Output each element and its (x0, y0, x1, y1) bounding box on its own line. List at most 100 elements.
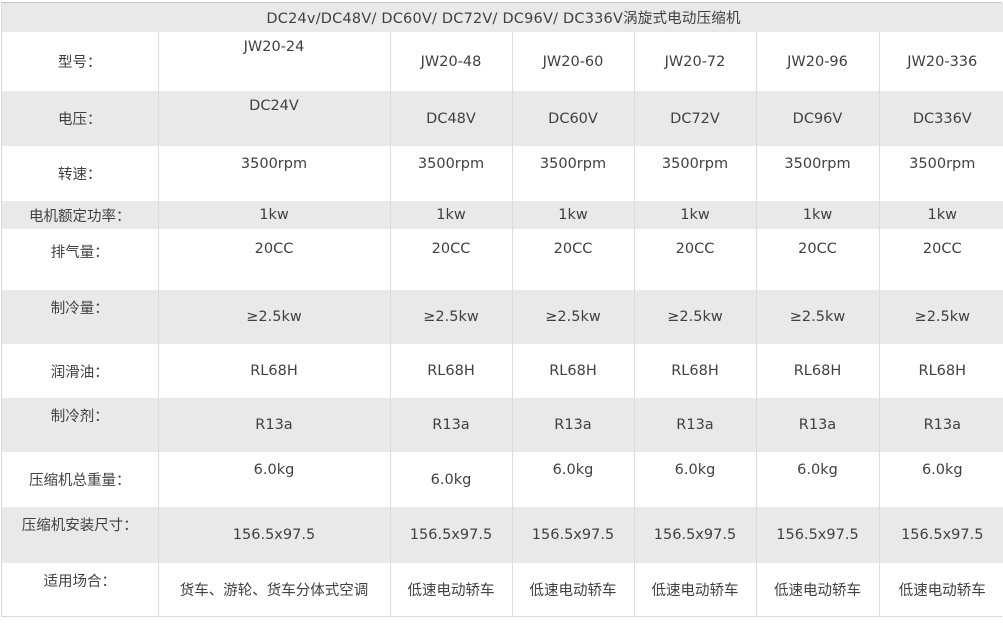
cell-text: RL68H (250, 363, 298, 379)
row-label: 制冷量： (2, 290, 159, 344)
spec-cell: 156.5x97.5 (756, 507, 880, 563)
table-header-row: DC24v/DC48V/ DC60V/ DC72V/ DC96V/ DC336V… (2, 3, 1003, 32)
row-label: 压缩机总重量： (2, 452, 159, 507)
row-label: 电压： (2, 91, 159, 146)
cell-text: DC24V (249, 98, 299, 114)
cell-text: R13a (554, 417, 592, 433)
cell-text: 20CC (254, 241, 294, 257)
spec-cell: 1kw (390, 201, 513, 229)
cell-text: 1kw (802, 207, 833, 223)
spec-cell: ≥2.5kw (158, 290, 391, 344)
spec-cell: R13a (879, 398, 1003, 452)
cell-text: ≥2.5kw (914, 309, 971, 325)
cell-text: 低速电动轿车 (529, 583, 617, 599)
cell-text: 低速电动轿车 (407, 583, 495, 599)
cell-text: 货车、游轮、货车分体式空调 (179, 583, 369, 599)
spec-cell: DC60V (512, 91, 635, 146)
cell-text: 20CC (553, 241, 593, 257)
cell-text: 低速电动轿车 (774, 583, 861, 599)
cell-text: 6.0kg (674, 461, 716, 478)
cell-text: 1kw (680, 207, 710, 223)
cell-text: 6.0kg (797, 461, 838, 478)
spec-cell: 156.5x97.5 (390, 507, 513, 563)
spec-cell: 6.0kg (879, 452, 1003, 507)
spec-cell: R13a (756, 398, 880, 452)
spec-cell: 6.0kg (756, 452, 880, 507)
spec-cell: 3500rpm (158, 146, 391, 201)
spec-cell: 低速电动轿车 (390, 563, 513, 616)
row-label-text: 电压： (58, 112, 102, 128)
spec-cell: RL68H (879, 344, 1003, 398)
spec-row: 电压： DC24V DC48V DC60V DC72V DC96V DC336V (2, 91, 1003, 146)
cell-text: 20CC (431, 241, 471, 257)
spec-cell: JW20-336 (879, 32, 1003, 91)
cell-text: 156.5x97.5 (409, 527, 493, 543)
cell-text: DC336V (912, 110, 972, 127)
spec-cell: 低速电动轿车 (756, 563, 880, 616)
cell-text: 6.0kg (253, 461, 295, 478)
spec-row: 压缩机安装尺寸： 156.5x97.5 156.5x97.5 156.5x97.5 15… (2, 507, 1003, 563)
cell-text: 3500rpm (240, 155, 308, 172)
spec-cell: 1kw (756, 201, 880, 229)
cell-text: JW20-24 (243, 39, 305, 55)
spec-cell: 20CC (879, 229, 1003, 290)
cell-text: 6.0kg (921, 461, 963, 478)
cell-text: JW20-72 (664, 53, 726, 70)
cell-text: ≥2.5kw (545, 309, 601, 325)
spec-cell: JW20-24 (158, 32, 391, 91)
spec-cell: 货车、游轮、货车分体式空调 (158, 563, 391, 616)
spec-cell: JW20-96 (756, 32, 880, 91)
row-label-text: 制冷量： (50, 301, 109, 317)
spec-row: 压缩机总重量： 6.0kg 6.0kg 6.0kg 6.0kg 6.0kg 6.0kg (2, 452, 1003, 507)
row-label: 制冷剂： (2, 398, 159, 452)
row-label: 排气量： (2, 229, 159, 290)
spec-cell: 低速电动轿车 (634, 563, 757, 616)
row-label: 电机额定功率： (2, 201, 159, 229)
row-label: 压缩机安装尺寸： (2, 507, 159, 563)
cell-text: R13a (676, 417, 714, 433)
spec-cell: 3500rpm (634, 146, 757, 201)
cell-text: 20CC (675, 241, 715, 257)
spec-cell: 6.0kg (512, 452, 635, 507)
row-label: 转速： (2, 146, 159, 201)
spec-cell: 156.5x97.5 (879, 507, 1003, 563)
spec-cell: 156.5x97.5 (512, 507, 635, 563)
row-label: 润滑油： (2, 344, 159, 398)
spec-cell: 1kw (879, 201, 1003, 229)
spec-table-body: 型号： JW20-24 JW20-48 JW20-60 JW20-72 JW20-96 JW… (2, 32, 1003, 616)
spec-row: 适用场合： 货车、游轮、货车分体式空调 低速电动轿车 低速电动轿车 低速电动轿车 低速电动… (2, 563, 1003, 616)
cell-text: 低速电动轿车 (651, 583, 739, 599)
spec-cell: 1kw (158, 201, 391, 229)
spec-cell: 20CC (512, 229, 635, 290)
spec-cell: 低速电动轿车 (879, 563, 1003, 616)
cell-text: 1kw (558, 207, 588, 223)
row-label-text: 排气量： (50, 245, 109, 261)
row-label-text: 型号： (58, 55, 102, 71)
cell-text: DC48V (426, 110, 476, 127)
cell-text: 1kw (259, 207, 289, 223)
spec-cell: 3500rpm (756, 146, 880, 201)
spec-cell: R13a (158, 398, 391, 452)
spec-cell: JW20-72 (634, 32, 757, 91)
spec-cell: 3500rpm (879, 146, 1003, 201)
spec-cell: R13a (512, 398, 635, 452)
cell-text: 3500rpm (539, 155, 607, 172)
spec-row: 制冷量： ≥2.5kw ≥2.5kw ≥2.5kw ≥2.5kw ≥2.5kw ≥2.5kw (2, 290, 1003, 344)
row-label-text: 适用场合： (43, 574, 117, 590)
spec-cell: R13a (390, 398, 513, 452)
spec-cell: 6.0kg (634, 452, 757, 507)
spec-cell: 20CC (158, 229, 391, 290)
cell-text: JW20-60 (542, 53, 604, 70)
cell-text: RL68H (549, 363, 597, 379)
spec-cell: RL68H (756, 344, 880, 398)
spec-cell: 20CC (756, 229, 880, 290)
cell-text: 156.5x97.5 (901, 527, 984, 543)
row-label-text: 电机额定功率： (29, 208, 131, 225)
spec-cell: DC72V (634, 91, 757, 146)
row-label-text: 制冷剂： (50, 409, 109, 425)
spec-cell: ≥2.5kw (879, 290, 1003, 344)
cell-text: 6.0kg (552, 461, 594, 478)
table-title: DC24v/DC48V/ DC60V/ DC72V/ DC96V/ DC336V… (2, 3, 1003, 32)
cell-text: 6.0kg (430, 471, 472, 488)
cell-text: RL68H (671, 363, 719, 379)
